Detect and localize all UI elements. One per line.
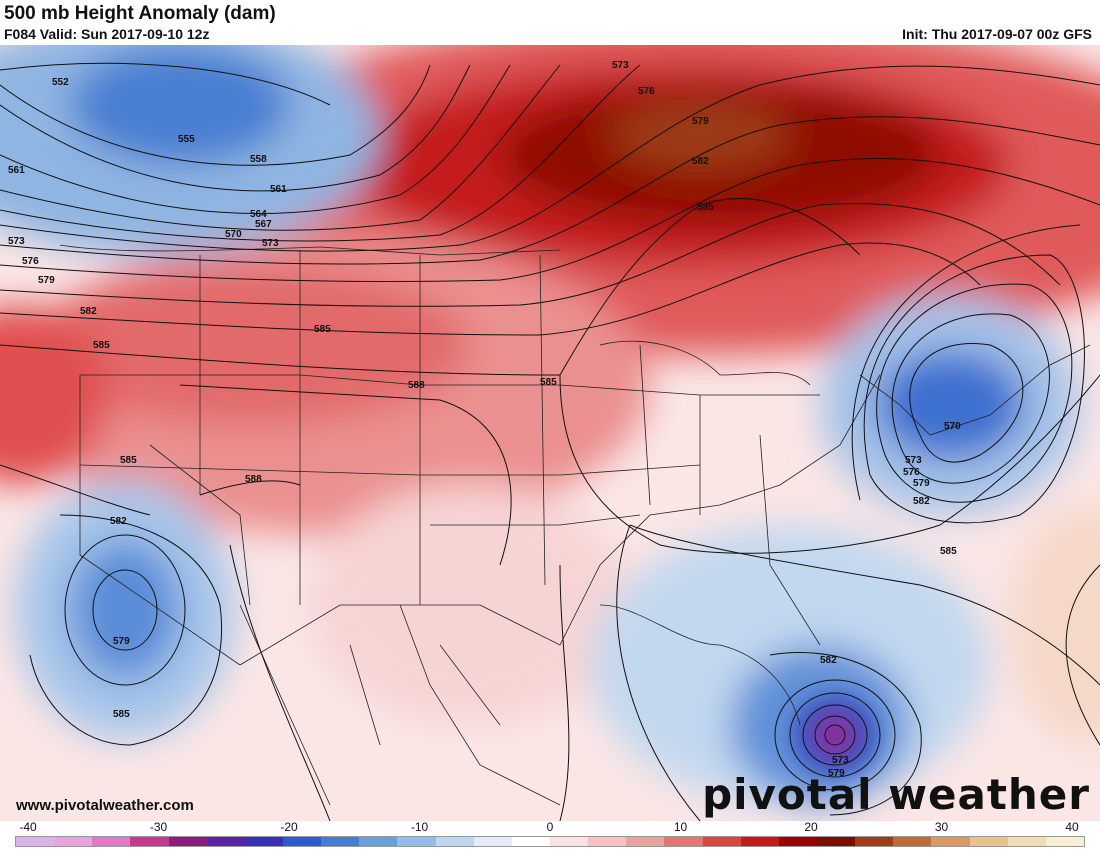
colorbar-swatch bbox=[511, 837, 550, 846]
colorbar-swatch bbox=[626, 837, 665, 846]
contour-label: 585 bbox=[540, 377, 557, 388]
colorbar-swatch bbox=[893, 837, 932, 846]
colorbar-tick-label: 10 bbox=[673, 820, 688, 834]
colorbar-tick-label: 20 bbox=[804, 820, 818, 834]
contour-label: 585 bbox=[697, 202, 714, 213]
contour-label: 573 bbox=[905, 455, 922, 466]
contour-label: 579 bbox=[913, 478, 930, 489]
contour-label: 582 bbox=[692, 156, 709, 167]
website-url: www.pivotalweather.com bbox=[16, 797, 194, 814]
colorbar-tick-label: 30 bbox=[934, 820, 949, 834]
colorbar-swatch bbox=[816, 837, 856, 846]
contour-label: 579 bbox=[113, 636, 130, 647]
map-canvas: 552 555 558 561 561 564 567 570 573 573 … bbox=[0, 45, 1100, 821]
colorbar-swatch bbox=[435, 837, 474, 846]
contour-label: 582 bbox=[820, 655, 837, 666]
contour-label: 576 bbox=[638, 86, 655, 97]
colorbar-swatch bbox=[397, 837, 436, 846]
contour-label: 585 bbox=[113, 709, 130, 720]
colorbar-swatch bbox=[359, 837, 398, 846]
contour-label: 573 bbox=[262, 238, 279, 249]
contour-label: 585 bbox=[314, 324, 331, 335]
colorbar-swatch bbox=[588, 837, 627, 846]
colorbar-swatch bbox=[92, 837, 131, 846]
contour-label: 570 bbox=[225, 229, 242, 240]
contour-label: 573 bbox=[832, 755, 849, 766]
height-contours bbox=[0, 62, 1100, 821]
colorbar-swatch bbox=[321, 837, 360, 846]
colorbar-swatch bbox=[1045, 837, 1084, 846]
contour-label: 564 bbox=[250, 209, 267, 220]
contour-label: 561 bbox=[270, 184, 287, 195]
contour-label: 582 bbox=[913, 496, 930, 507]
colorbar-swatch bbox=[931, 837, 970, 846]
anomaly-map: 552 555 558 561 561 564 567 570 573 573 … bbox=[0, 45, 1100, 821]
colorbar bbox=[15, 836, 1085, 847]
contour-label: 570 bbox=[944, 421, 961, 432]
contour-label: 552 bbox=[52, 77, 69, 88]
colorbar-swatch bbox=[855, 837, 894, 846]
valid-time: F084 Valid: Sun 2017-09-10 12z bbox=[4, 26, 210, 42]
colorbar-swatch bbox=[473, 837, 512, 846]
colorbar-swatch bbox=[130, 837, 169, 846]
colorbar-swatch bbox=[969, 837, 1008, 846]
colorbar-tick-label: -10 bbox=[410, 820, 429, 834]
colorbar-swatch bbox=[1007, 837, 1046, 846]
contour-label: 576 bbox=[903, 467, 920, 478]
contour-label: 585 bbox=[93, 340, 110, 351]
contour-label: 582 bbox=[110, 516, 127, 527]
colorbar-swatch bbox=[549, 837, 589, 846]
colorbar-ticks: -40 -30 -20 -10 0 10 20 30 40 bbox=[0, 820, 1100, 834]
init-time: Init: Thu 2017-09-07 00z GFS bbox=[902, 26, 1092, 42]
contour-label: 567 bbox=[255, 219, 272, 230]
contour-label: 582 bbox=[80, 306, 97, 317]
colorbar-swatch bbox=[702, 837, 741, 846]
contour-label: 588 bbox=[408, 380, 425, 391]
political-boundaries bbox=[59, 244, 1091, 806]
contour-label: 576 bbox=[22, 256, 39, 267]
colorbar-tick-label: -30 bbox=[149, 820, 168, 834]
colorbar-swatch bbox=[740, 837, 779, 846]
contour-label: 588 bbox=[245, 474, 262, 485]
contour-label: 579 bbox=[38, 275, 55, 286]
colorbar-tick-label: 40 bbox=[1065, 820, 1079, 834]
colorbar-tick-label: -40 bbox=[19, 820, 37, 834]
colorbar-swatch bbox=[282, 837, 322, 846]
colorbar-swatch bbox=[244, 837, 283, 846]
colorbar-swatch bbox=[206, 837, 245, 846]
colorbar-tick-label: 0 bbox=[546, 820, 554, 834]
colorbar-swatch bbox=[168, 837, 207, 846]
colorbar-swatch bbox=[778, 837, 817, 846]
contour-label: 558 bbox=[250, 154, 267, 165]
contour-label: 579 bbox=[692, 116, 709, 127]
contour-label: 585 bbox=[940, 546, 957, 557]
contour-label: 585 bbox=[120, 455, 137, 466]
map-title: 500 mb Height Anomaly (dam) bbox=[4, 3, 276, 24]
contour-label: 555 bbox=[178, 134, 195, 145]
anomaly-shading bbox=[0, 45, 1100, 821]
contour-label: 573 bbox=[8, 236, 25, 247]
colorbar-swatch bbox=[54, 837, 93, 846]
colorbar-tick-label: -20 bbox=[280, 820, 298, 834]
brand-logo: pivotal weather bbox=[702, 770, 1090, 819]
contour-label: 561 bbox=[8, 165, 25, 176]
contour-label: 579 bbox=[828, 768, 845, 779]
colorbar-swatch bbox=[16, 837, 55, 846]
contour-label: 573 bbox=[612, 60, 629, 71]
colorbar-swatch bbox=[664, 837, 703, 846]
contour-labels: 552 555 558 561 561 564 567 570 573 573 … bbox=[8, 60, 961, 779]
